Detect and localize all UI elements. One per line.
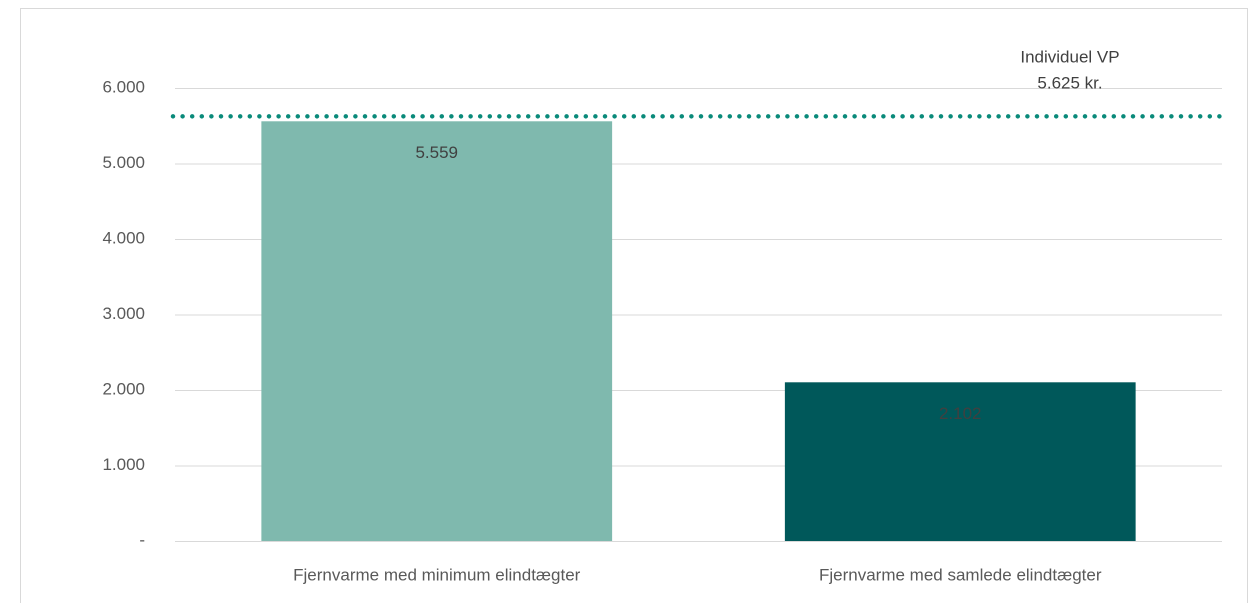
y-tick-label: -: [139, 530, 145, 549]
reference-value-label: 5.625 kr.: [1037, 73, 1102, 92]
x-tick-label: Fjernvarme med minimum elindtægter: [293, 565, 581, 584]
y-tick-label: 4.000: [102, 228, 145, 247]
y-tick-label: 5.000: [102, 153, 145, 172]
y-tick-label: 3.000: [102, 304, 145, 323]
y-tick-label: 1.000: [102, 455, 145, 474]
x-tick-label: Fjernvarme med samlede elindtægter: [819, 565, 1102, 584]
bar: [784, 382, 1136, 541]
data-label: 5.559: [415, 143, 458, 162]
reference-label: Individuel VP: [1020, 47, 1119, 66]
y-tick-label: 6.000: [102, 77, 145, 96]
bar: [261, 121, 613, 541]
y-tick-label: 2.000: [102, 379, 145, 398]
data-label: 2.102: [939, 404, 982, 423]
